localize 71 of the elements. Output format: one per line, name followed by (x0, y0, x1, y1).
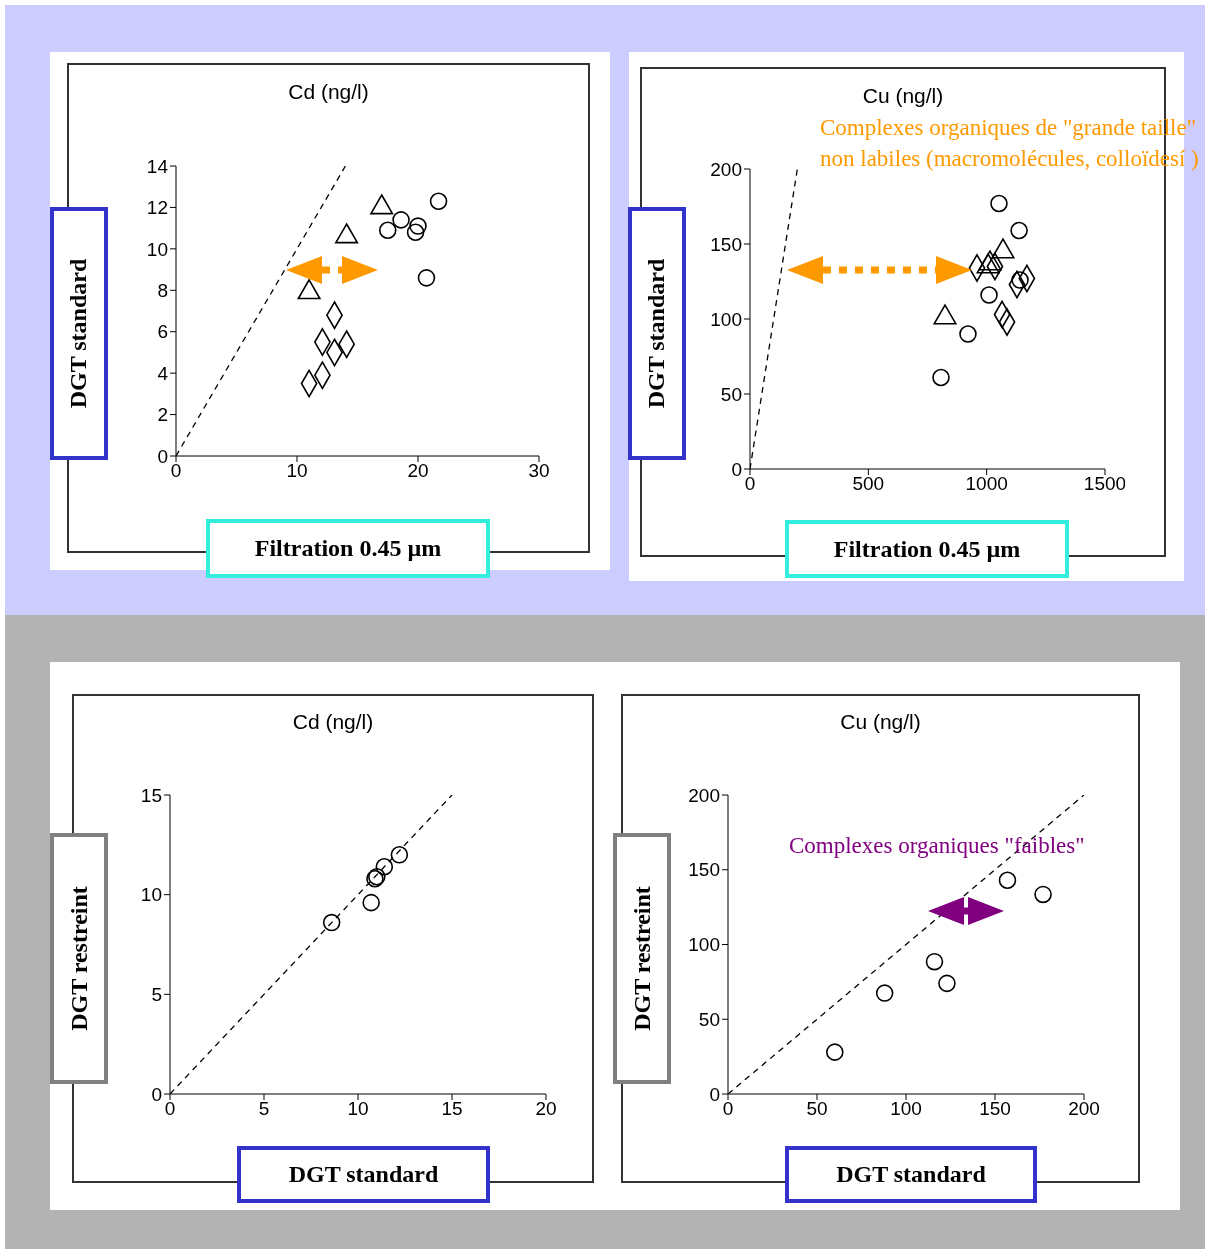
y-tick-label: 200 (710, 158, 742, 180)
y-tick-label: 150 (688, 859, 720, 881)
point (938, 974, 956, 993)
y-tick-label: 100 (710, 308, 742, 330)
point (375, 858, 394, 876)
point (322, 913, 341, 932)
point (925, 952, 944, 971)
y-tick-label: 4 (157, 362, 169, 384)
y-tick-label: 15 (140, 784, 162, 806)
chart-title: Cu (ng/l) (839, 710, 922, 734)
point (1010, 221, 1028, 240)
x-tick-label: 15 (441, 1098, 463, 1120)
point (1034, 885, 1052, 904)
x-tick-label: 20 (535, 1098, 557, 1120)
y-axis-title: DGT standard (65, 258, 93, 409)
point (998, 871, 1017, 889)
point (980, 286, 998, 304)
annotation: Complexes organiques "faibles" (789, 832, 1086, 860)
x-tick-label: 150 (979, 1098, 1011, 1120)
point (406, 223, 425, 242)
chart-title: Cd (ng/l) (291, 710, 375, 734)
x-tick-label: 20 (407, 460, 429, 482)
point (378, 221, 397, 239)
y-tick-label: 2 (157, 404, 168, 426)
x-tick-label: 10 (347, 1098, 369, 1120)
chart-title: Cu (ng/l) (861, 84, 945, 108)
x-axis-title: DGT standard (237, 1146, 490, 1203)
point (362, 893, 380, 912)
x-axis-title: Filtration 0.45 µm (785, 520, 1069, 578)
y-axis-title: DGT restreint (65, 886, 93, 1031)
x-axis-title: DGT standard (785, 1146, 1037, 1203)
chart-title: Cd (ng/l) (287, 80, 370, 104)
point (392, 211, 410, 229)
y-tick-label: 12 (146, 197, 168, 219)
y-tick-label: 100 (688, 934, 720, 956)
x-tick-label: 0 (744, 473, 756, 495)
y-tick-label: 0 (157, 445, 168, 467)
y-tick-label: 0 (709, 1083, 720, 1105)
y-tick-label: 50 (698, 1008, 720, 1030)
y-tick-label: 150 (710, 233, 742, 255)
point (875, 984, 894, 1002)
y-tick-label: 5 (151, 984, 162, 1006)
y-axis-title: DGT standard (643, 258, 671, 409)
x-tick-label: 500 (852, 473, 885, 495)
y-tick-label: 0 (151, 1083, 162, 1105)
x-tick-label: 200 (1068, 1098, 1100, 1120)
y-tick-label: 8 (157, 280, 168, 302)
point (932, 368, 950, 387)
y-axis-title: DGT restreint (628, 886, 656, 1031)
point (1011, 271, 1029, 289)
point (826, 1043, 844, 1061)
point (990, 194, 1008, 213)
y-tick-label: 10 (146, 238, 168, 260)
y-tick-label: 14 (146, 155, 169, 177)
x-tick-label: 50 (806, 1098, 828, 1120)
y-tick-label: 6 (157, 321, 168, 343)
point (429, 192, 448, 210)
x-tick-label: 5 (258, 1098, 270, 1120)
x-tick-label: 100 (890, 1098, 922, 1120)
point (959, 325, 977, 343)
point (409, 217, 427, 235)
x-tick-label: 30 (528, 460, 550, 482)
y-tick-label: 10 (140, 884, 162, 906)
y-tick-label: 50 (720, 383, 742, 405)
point (390, 846, 409, 864)
x-tick-label: 10 (286, 460, 308, 482)
point (417, 269, 436, 287)
x-axis-title: Filtration 0.45 µm (206, 519, 490, 578)
x-tick-label: 1000 (965, 473, 1008, 495)
x-tick-label: 1500 (1083, 473, 1127, 495)
y-tick-label: 200 (688, 784, 720, 806)
